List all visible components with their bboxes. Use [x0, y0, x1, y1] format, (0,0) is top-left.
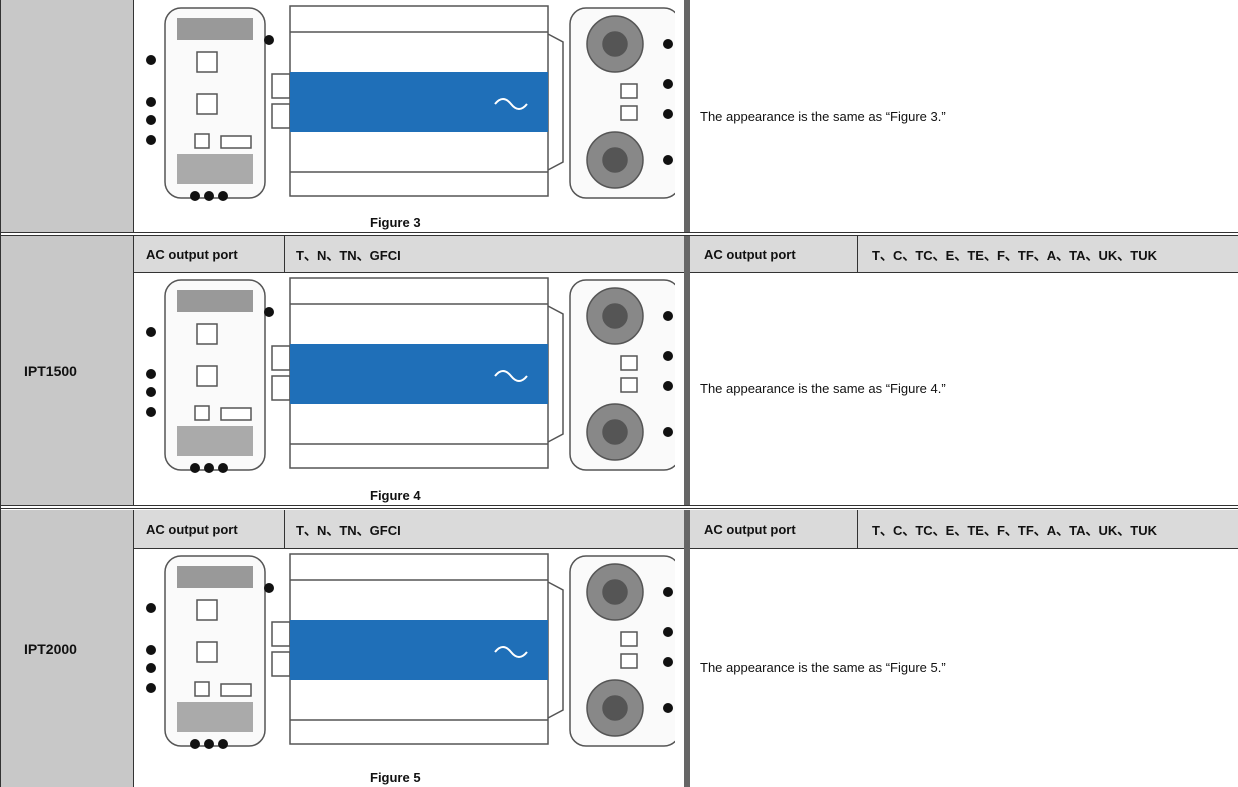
figure — [135, 4, 681, 204]
note: The appearance is the same as “Figure 4.… — [700, 381, 946, 396]
header-label: AC output port — [704, 246, 796, 262]
divider — [684, 236, 690, 505]
model-name: IPT1500 — [24, 362, 77, 379]
cell-border — [133, 236, 134, 505]
inverter-figure — [146, 553, 681, 749]
model-cell — [0, 0, 133, 232]
header-value: T、N、TN、GFCI — [296, 247, 401, 263]
header-value: T、C、TC、E、TE、F、TF、A、TA、UK、TUK — [872, 247, 1158, 263]
cell-border — [857, 236, 858, 272]
header-label: AC output port — [146, 521, 238, 537]
cell-border — [857, 510, 858, 548]
cell-border — [133, 510, 134, 787]
cell-border — [0, 0, 1, 787]
cell-border — [0, 232, 1238, 233]
header-value: T、C、TC、E、TE、F、TF、A、TA、UK、TUK — [872, 522, 1158, 538]
inverter-figure — [146, 5, 681, 201]
divider — [684, 510, 690, 787]
header-label: AC output port — [146, 246, 238, 262]
inverter-figure — [146, 277, 681, 473]
cell-border — [0, 508, 1238, 509]
cell-border — [0, 235, 1238, 236]
note: The appearance is the same as “Figure 5.… — [700, 660, 946, 675]
cell-border — [133, 0, 134, 232]
cell-border — [284, 236, 285, 272]
figure — [135, 276, 681, 476]
note: The appearance is the same as “Figure 3.… — [700, 108, 946, 124]
header-label: AC output port — [704, 521, 796, 537]
cell-border — [0, 505, 1238, 506]
figure-caption: Figure 4 — [370, 487, 421, 503]
figure-caption: Figure 3 — [370, 214, 421, 230]
header-value: T、N、TN、GFCI — [296, 522, 401, 538]
model-name: IPT2000 — [24, 640, 77, 657]
figure-caption: Figure 5 — [370, 769, 421, 785]
figure — [135, 552, 681, 752]
divider — [684, 0, 690, 232]
cell-border — [284, 510, 285, 548]
model-cell — [0, 510, 133, 787]
model-cell — [0, 236, 133, 505]
